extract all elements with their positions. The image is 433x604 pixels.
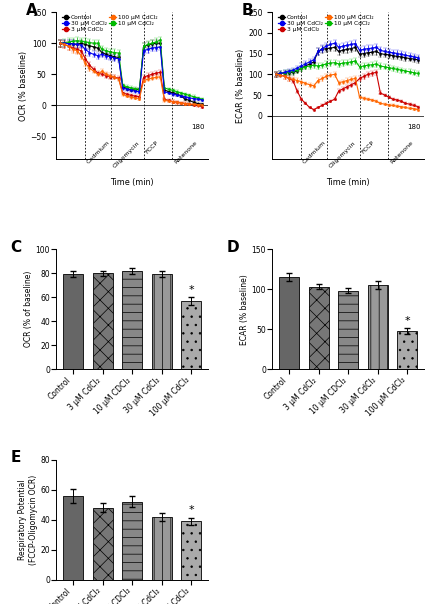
Text: FCCP: FCCP xyxy=(361,140,376,155)
Text: *: * xyxy=(404,316,410,326)
Bar xyxy=(181,301,201,370)
Text: Oligomycin: Oligomycin xyxy=(113,140,141,169)
X-axis label: Time (min): Time (min) xyxy=(110,178,154,187)
Text: Oligomycin: Oligomycin xyxy=(329,140,357,169)
Text: *: * xyxy=(189,285,194,295)
Text: Cadmium: Cadmium xyxy=(86,140,111,165)
Legend: Control, 30 μM CdCl₂, 3 μM CdCl₂, 100 μM CdCl₂, 10 μM CdCl₂: Control, 30 μM CdCl₂, 3 μM CdCl₂, 100 μM… xyxy=(278,15,374,32)
Legend: Control, 30 μM CdCl₂, 3 μM CdCl₂, 100 μM CdCl₂, 10 μM CdCl₂: Control, 30 μM CdCl₂, 3 μM CdCl₂, 100 μM… xyxy=(62,15,158,32)
Y-axis label: OCR (% of baseline): OCR (% of baseline) xyxy=(24,271,33,347)
Y-axis label: ECAR (% baseline): ECAR (% baseline) xyxy=(240,274,249,345)
Text: Cadmium: Cadmium xyxy=(302,140,327,165)
X-axis label: Time (min): Time (min) xyxy=(326,178,370,187)
Bar xyxy=(279,277,299,370)
Bar xyxy=(368,285,388,370)
Bar xyxy=(63,496,83,580)
Text: E: E xyxy=(11,450,21,465)
Bar xyxy=(63,274,83,370)
Text: 180: 180 xyxy=(407,124,420,130)
Bar xyxy=(122,271,142,370)
Bar xyxy=(152,517,172,580)
Bar xyxy=(93,273,113,370)
Text: A: A xyxy=(26,3,38,18)
Bar xyxy=(338,291,359,370)
Text: FCCP: FCCP xyxy=(145,140,160,155)
Text: Rotenone: Rotenone xyxy=(389,140,414,165)
Bar xyxy=(152,274,172,370)
Bar xyxy=(93,508,113,580)
Text: *: * xyxy=(189,504,194,515)
Bar xyxy=(309,287,329,370)
Text: 180: 180 xyxy=(191,124,204,130)
Text: Rotenone: Rotenone xyxy=(173,140,198,165)
Bar xyxy=(122,502,142,580)
Y-axis label: OCR (% baseline): OCR (% baseline) xyxy=(19,51,28,121)
Text: B: B xyxy=(242,3,253,18)
Y-axis label: Respiratory Potential
(FCCP-Oligomycin OCR): Respiratory Potential (FCCP-Oligomycin O… xyxy=(18,475,38,565)
Text: C: C xyxy=(11,240,22,255)
Y-axis label: ECAR (% baseline): ECAR (% baseline) xyxy=(236,48,245,123)
Bar xyxy=(181,521,201,580)
Bar xyxy=(397,331,417,370)
Text: D: D xyxy=(226,240,239,255)
